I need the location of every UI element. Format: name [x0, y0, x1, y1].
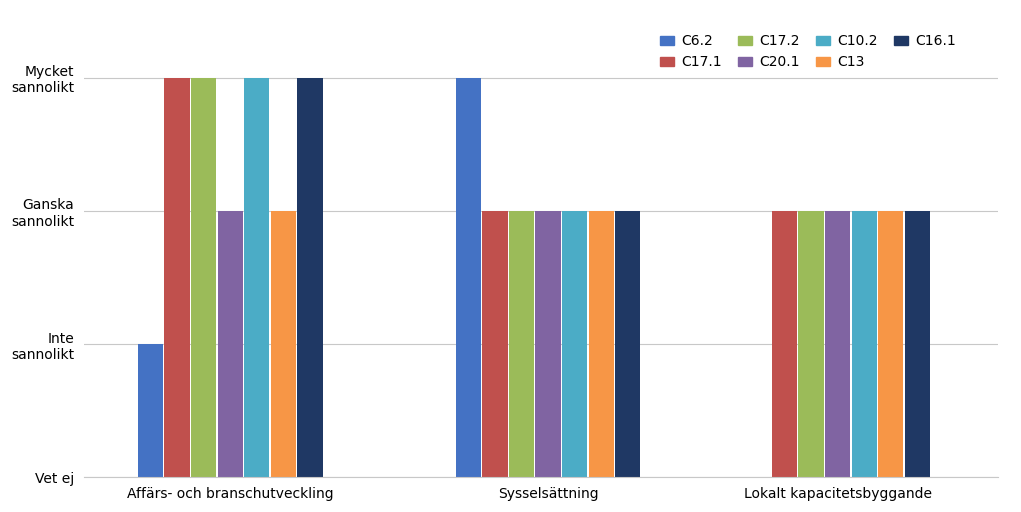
Bar — [508, 211, 534, 477]
Bar — [588, 211, 614, 477]
Bar — [798, 211, 824, 477]
Bar — [244, 78, 270, 477]
Legend: C6.2, C17.1, C17.2, C20.1, C10.2, C13, C16.1: C6.2, C17.1, C17.2, C20.1, C10.2, C13, C… — [653, 27, 963, 76]
Bar — [562, 211, 587, 477]
Bar — [825, 211, 850, 477]
Bar — [852, 211, 877, 477]
Bar — [297, 78, 323, 477]
Bar — [772, 211, 797, 477]
Bar — [535, 211, 561, 477]
Bar — [138, 344, 163, 477]
Bar — [271, 211, 296, 477]
Bar — [164, 78, 190, 477]
Bar — [905, 211, 930, 477]
Bar — [615, 211, 640, 477]
Bar — [191, 78, 216, 477]
Bar — [455, 78, 481, 477]
Bar — [482, 211, 507, 477]
Bar — [878, 211, 904, 477]
Bar — [217, 211, 243, 477]
